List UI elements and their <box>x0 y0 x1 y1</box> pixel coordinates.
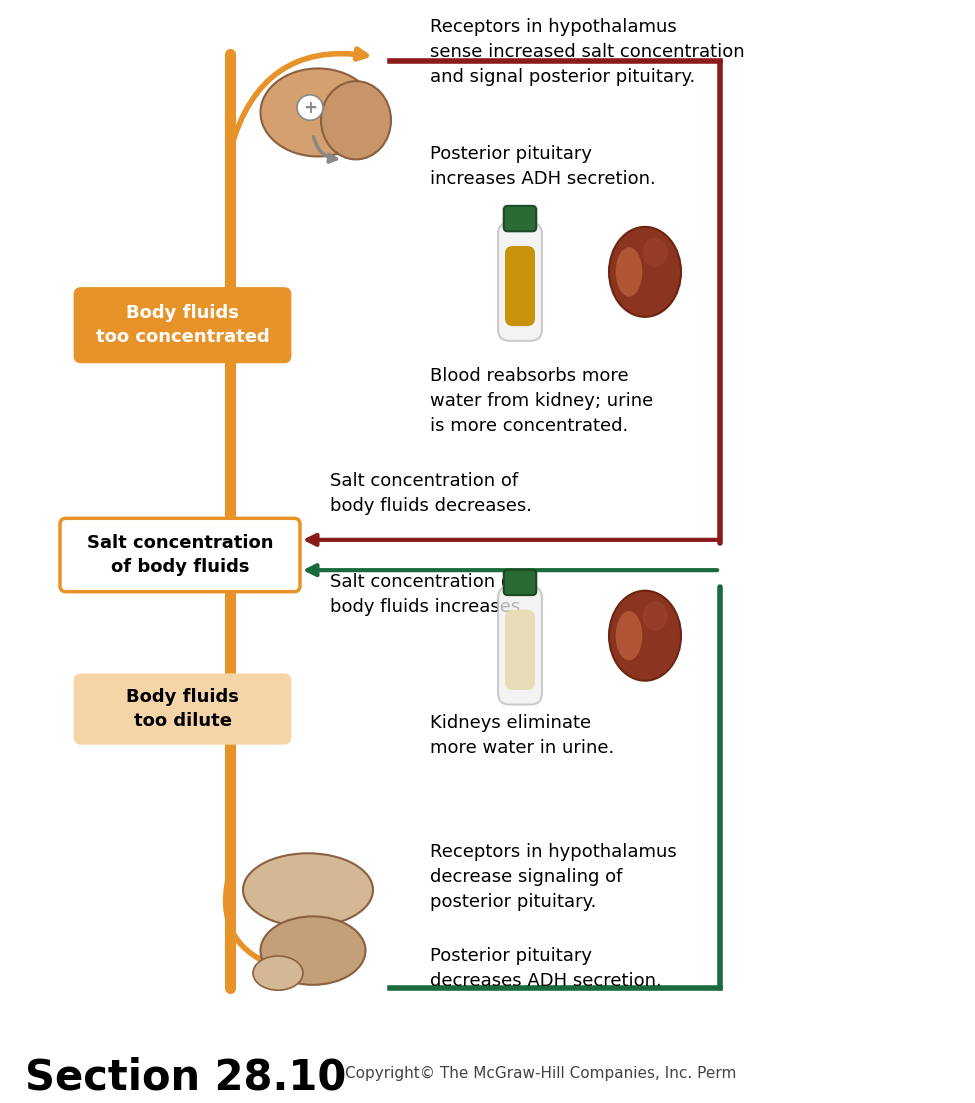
Ellipse shape <box>321 82 391 160</box>
Text: +: + <box>303 98 317 117</box>
FancyBboxPatch shape <box>505 246 535 326</box>
FancyBboxPatch shape <box>75 675 290 743</box>
Ellipse shape <box>615 610 643 661</box>
Text: Salt concentration of
body fluids decreases.: Salt concentration of body fluids decrea… <box>330 472 532 515</box>
Ellipse shape <box>609 227 681 317</box>
Text: Blood reabsorbs more
water from kidney; urine
is more concentrated.: Blood reabsorbs more water from kidney; … <box>430 366 653 435</box>
Text: Body fluids
too concentrated: Body fluids too concentrated <box>96 304 269 346</box>
Text: Salt concentration
of body fluids: Salt concentration of body fluids <box>87 534 273 576</box>
Text: Posterior pituitary
decreases ADH secretion.: Posterior pituitary decreases ADH secret… <box>430 946 662 989</box>
Circle shape <box>297 95 323 120</box>
Text: Kidneys eliminate
more water in urine.: Kidneys eliminate more water in urine. <box>430 714 614 757</box>
Ellipse shape <box>609 591 681 681</box>
Text: Section 28.10: Section 28.10 <box>25 1057 346 1099</box>
Ellipse shape <box>260 68 375 157</box>
Text: Receptors in hypothalamus
sense increased salt concentration
and signal posterio: Receptors in hypothalamus sense increase… <box>430 18 745 86</box>
FancyBboxPatch shape <box>498 223 542 341</box>
FancyBboxPatch shape <box>60 518 300 591</box>
FancyBboxPatch shape <box>498 587 542 705</box>
Text: Copyright© The McGraw-Hill Companies, Inc. Perm: Copyright© The McGraw-Hill Companies, In… <box>345 1065 736 1081</box>
FancyBboxPatch shape <box>75 289 290 362</box>
Ellipse shape <box>643 601 668 631</box>
FancyBboxPatch shape <box>504 569 536 596</box>
Text: Salt concentration of
body fluids increases.: Salt concentration of body fluids increa… <box>330 574 526 617</box>
FancyBboxPatch shape <box>505 610 535 690</box>
Text: Receptors in hypothalamus
decrease signaling of
posterior pituitary.: Receptors in hypothalamus decrease signa… <box>430 843 677 911</box>
Ellipse shape <box>243 854 373 927</box>
Ellipse shape <box>260 917 366 985</box>
Ellipse shape <box>643 237 668 267</box>
Text: Body fluids
too dilute: Body fluids too dilute <box>126 688 239 730</box>
Text: Posterior pituitary
increases ADH secretion.: Posterior pituitary increases ADH secret… <box>430 144 656 188</box>
FancyBboxPatch shape <box>504 206 536 232</box>
Ellipse shape <box>253 956 303 990</box>
Ellipse shape <box>615 246 643 298</box>
